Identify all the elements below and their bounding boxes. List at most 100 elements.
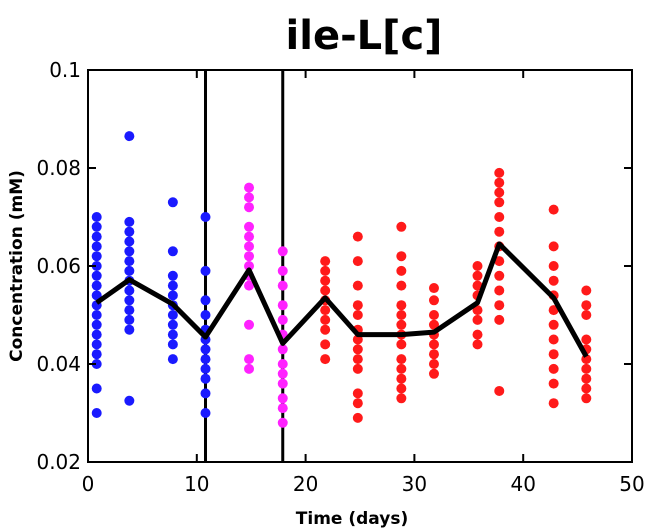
- point-red-79: [581, 393, 592, 404]
- point-blue-48: [200, 344, 211, 355]
- point-blue-17: [91, 212, 102, 222]
- point-red-3: [320, 314, 331, 325]
- point-blue-7: [91, 310, 102, 320]
- point-blue-18: [124, 395, 135, 406]
- point-red-45: [428, 283, 439, 294]
- point-red-76: [548, 261, 559, 271]
- point-magenta-24: [277, 265, 288, 276]
- point-red-73: [548, 305, 559, 316]
- point-red-0: [320, 354, 331, 365]
- point-red-40: [428, 339, 439, 350]
- point-red-62: [494, 212, 505, 222]
- data-points: [91, 131, 592, 428]
- y-tick-label-2: 0.06: [36, 254, 81, 278]
- point-red-28: [396, 339, 407, 350]
- point-blue-43: [200, 408, 211, 418]
- point-blue-40: [167, 270, 178, 281]
- point-red-69: [548, 363, 559, 374]
- point-red-26: [396, 363, 407, 374]
- x-tick-label-4: 40: [510, 472, 535, 496]
- point-red-88: [581, 285, 592, 296]
- point-magenta-0: [244, 363, 255, 374]
- point-blue-32: [167, 354, 178, 365]
- point-red-2: [320, 324, 331, 335]
- point-blue-45: [200, 373, 211, 384]
- point-blue-23: [124, 285, 135, 296]
- point-blue-54: [200, 212, 211, 222]
- point-red-80: [581, 383, 592, 394]
- point-blue-11: [91, 270, 102, 281]
- point-red-18: [352, 310, 363, 320]
- point-red-11: [352, 398, 363, 409]
- y-tick-label-0: 0.02: [36, 450, 81, 474]
- point-blue-13: [91, 251, 102, 262]
- point-blue-52: [200, 295, 211, 306]
- point-red-87: [581, 300, 592, 311]
- point-red-51: [472, 280, 483, 291]
- point-magenta-16: [277, 378, 288, 389]
- point-red-48: [472, 314, 483, 325]
- point-red-22: [352, 231, 363, 242]
- point-blue-20: [124, 314, 135, 325]
- y-tick-label-1: 0.04: [36, 352, 81, 376]
- point-blue-44: [200, 388, 211, 399]
- point-blue-21: [124, 305, 135, 316]
- point-red-35: [396, 251, 407, 262]
- point-red-42: [428, 319, 439, 330]
- x-tick-label-1: 10: [184, 472, 209, 496]
- point-blue-5: [91, 329, 102, 340]
- point-red-19: [352, 300, 363, 311]
- point-blue-35: [167, 319, 178, 330]
- point-magenta-22: [277, 300, 288, 311]
- point-blue-42: [167, 197, 178, 208]
- point-blue-4: [91, 339, 102, 350]
- point-red-75: [548, 275, 559, 286]
- point-red-9: [320, 256, 331, 267]
- y-tick-label-3: 0.08: [36, 156, 81, 180]
- point-blue-26: [124, 256, 135, 267]
- y-axis-label: Concentration (mM): [7, 170, 27, 362]
- point-red-77: [548, 241, 559, 252]
- point-red-57: [494, 285, 505, 296]
- point-magenta-3: [244, 280, 255, 291]
- point-red-23: [396, 393, 407, 404]
- point-red-13: [352, 363, 363, 374]
- point-red-12: [352, 388, 363, 399]
- point-blue-19: [124, 324, 135, 335]
- point-red-27: [396, 354, 407, 365]
- point-red-33: [396, 280, 407, 291]
- point-blue-2: [91, 359, 102, 369]
- point-blue-53: [200, 265, 211, 276]
- point-red-71: [548, 334, 559, 345]
- point-red-63: [494, 197, 505, 208]
- point-red-38: [428, 359, 439, 369]
- point-magenta-21: [277, 314, 288, 325]
- y-tick-label-4: 0.1: [49, 58, 81, 82]
- point-blue-51: [200, 310, 211, 320]
- point-blue-34: [167, 329, 178, 340]
- point-red-44: [428, 295, 439, 306]
- x-tick-label-5: 50: [619, 472, 644, 496]
- point-blue-27: [124, 246, 135, 257]
- point-magenta-12: [244, 182, 255, 193]
- point-magenta-7: [244, 241, 255, 252]
- point-magenta-19: [277, 344, 288, 355]
- point-blue-10: [91, 280, 102, 291]
- point-red-55: [494, 314, 505, 325]
- point-magenta-10: [244, 202, 255, 213]
- point-red-30: [396, 319, 407, 330]
- point-red-1: [320, 339, 331, 350]
- point-red-56: [494, 300, 505, 311]
- point-blue-25: [124, 265, 135, 276]
- point-red-67: [548, 398, 559, 409]
- point-red-85: [581, 334, 592, 345]
- point-red-37: [428, 368, 439, 379]
- point-magenta-18: [277, 359, 288, 369]
- point-blue-0: [91, 408, 102, 418]
- y-axis-ticks: 0.02 0.04 0.06 0.08 0.1: [36, 58, 632, 474]
- point-red-47: [472, 329, 483, 340]
- point-blue-41: [167, 246, 178, 257]
- point-red-14: [352, 354, 363, 365]
- point-blue-30: [124, 216, 135, 227]
- point-red-53: [472, 261, 483, 271]
